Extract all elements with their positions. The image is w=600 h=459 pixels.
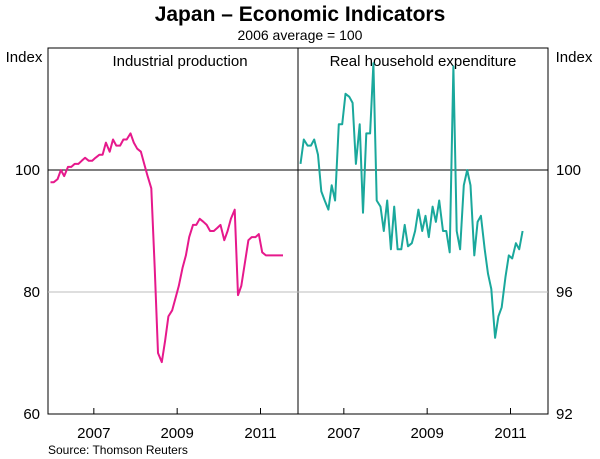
x-tick-label-right-2011: 2011 — [494, 425, 526, 442]
right-axis-label: Index — [556, 49, 593, 66]
right-series-group — [299, 62, 524, 339]
y-tick-label-right-92: 92 — [556, 406, 573, 423]
right-y-ticks: 92 96 100 — [556, 162, 581, 423]
chart-subtitle: 2006 average = 100 — [238, 27, 363, 43]
series-line-industrial-production — [50, 132, 283, 364]
series-line-real-household-expenditure — [299, 62, 524, 339]
y-tick-label-right-100: 100 — [556, 162, 581, 179]
y-tick-label-left-60: 60 — [23, 406, 40, 423]
y-tick-label-left-100: 100 — [15, 162, 40, 179]
left-panel-gridlines — [48, 169, 298, 293]
source-note: Source: Thomson Reuters — [48, 443, 188, 457]
left-x-ticks: 2007 2009 2011 — [77, 408, 277, 442]
right-panel-gridlines — [298, 169, 548, 293]
y-tick-label-right-96: 96 — [556, 284, 573, 301]
x-tick-label-left-2011: 2011 — [244, 425, 276, 442]
left-series-group — [50, 132, 283, 364]
left-y-ticks: 60 80 100 — [15, 162, 40, 423]
x-tick-label-left-2007: 2007 — [77, 425, 110, 442]
left-axis-label: Index — [6, 49, 43, 66]
right-panel-title: Real household expenditure — [330, 53, 517, 70]
chart-title: Japan – Economic Indicators — [155, 3, 446, 26]
y-tick-label-left-80: 80 — [23, 284, 40, 301]
x-tick-label-right-2007: 2007 — [327, 425, 360, 442]
right-x-ticks: 2007 2009 2011 — [327, 408, 527, 442]
left-panel-title: Industrial production — [112, 53, 247, 70]
x-tick-label-left-2009: 2009 — [160, 425, 193, 442]
x-tick-label-right-2009: 2009 — [410, 425, 443, 442]
